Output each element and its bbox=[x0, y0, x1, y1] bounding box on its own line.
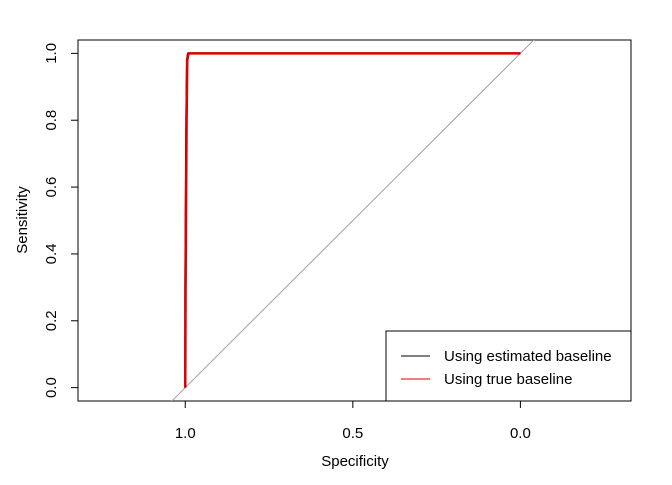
y-axis-title: Sensitivity bbox=[14, 186, 31, 254]
legend-label-1: Using estimated baseline bbox=[444, 348, 612, 365]
y-tick-label: 0.2 bbox=[43, 310, 60, 331]
diagonal-layer bbox=[171, 40, 535, 401]
x-tick-label: 0.5 bbox=[342, 425, 363, 442]
y-axis: 0.0 0.2 0.4 0.6 0.8 1.0 bbox=[43, 43, 79, 398]
series-layer bbox=[184, 52, 521, 388]
reference-diagonal bbox=[171, 40, 535, 401]
y-tick-label: 0.8 bbox=[43, 110, 60, 131]
legend-box bbox=[385, 330, 632, 402]
x-axis: 1.0 0.5 0.0 bbox=[175, 400, 531, 442]
series-line-2 bbox=[184, 52, 521, 388]
y-tick-label: 0.6 bbox=[43, 177, 60, 198]
x-axis-title: Specificity bbox=[321, 453, 389, 470]
y-tick-label: 1.0 bbox=[43, 43, 60, 64]
y-tick-label: 0.4 bbox=[43, 243, 60, 264]
x-tick-label: 1.0 bbox=[175, 425, 196, 442]
legend-label-2: Using true baseline bbox=[444, 371, 572, 388]
legend: Using estimated baseline Using true basel… bbox=[385, 330, 632, 402]
x-tick-label: 0.0 bbox=[510, 425, 531, 442]
y-tick-label: 0.0 bbox=[43, 377, 60, 398]
